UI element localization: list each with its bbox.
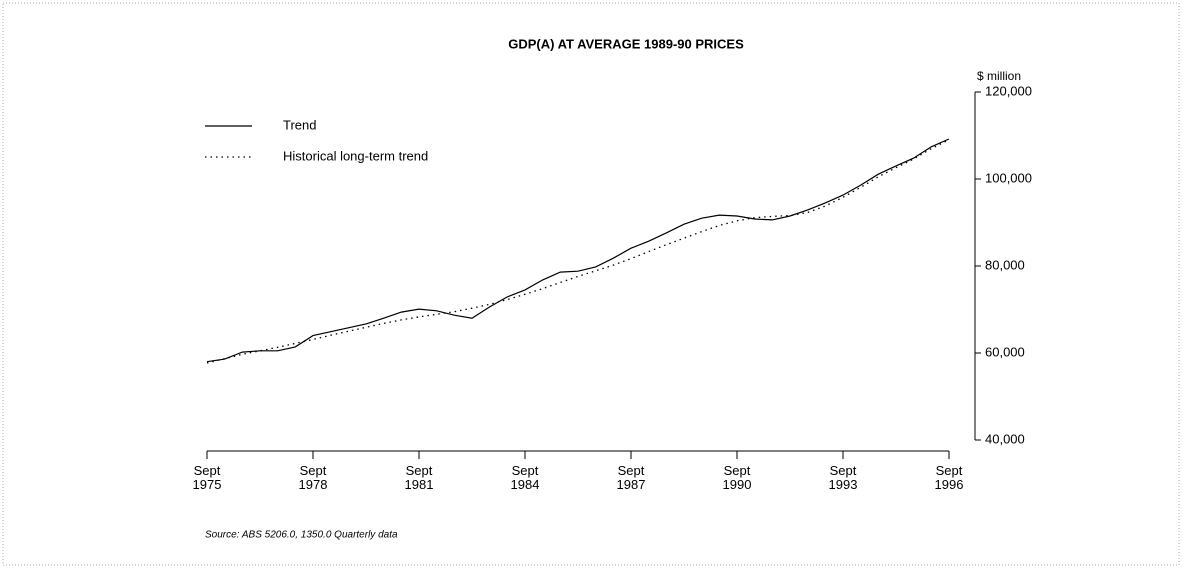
x-tick-label: Sept 1993 [828, 463, 858, 492]
legend-label: Trend [283, 117, 316, 132]
y-tick-label: 80,000 [985, 257, 1025, 272]
x-tick-label: Sept 1984 [510, 463, 540, 492]
x-tick-label: Sept 1996 [934, 463, 964, 492]
y-tick-label: 60,000 [985, 344, 1025, 359]
x-tick-label: Sept 1981 [404, 463, 434, 492]
y-tick-label: 100,000 [985, 170, 1032, 185]
x-tick-label: Sept 1987 [616, 463, 646, 492]
chart-title: GDP(A) AT AVERAGE 1989-90 PRICES [508, 36, 744, 51]
y-tick-label: 40,000 [985, 431, 1025, 446]
legend-label: Historical long-term trend [283, 148, 428, 163]
x-tick-label: Sept 1978 [298, 463, 328, 492]
x-tick-label: Sept 1975 [192, 463, 222, 492]
series-line [206, 138, 950, 363]
x-tick-label: Sept 1990 [722, 463, 752, 492]
series-line [206, 139, 950, 364]
y-tick-label: 120,000 [985, 83, 1032, 98]
source-note: Source: ABS 5206.0, 1350.0 Quarterly dat… [205, 530, 398, 541]
y-axis-label: $ million [977, 69, 1021, 83]
